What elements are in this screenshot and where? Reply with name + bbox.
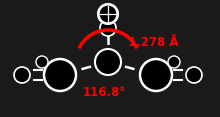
Circle shape [168,56,180,68]
Circle shape [140,59,172,91]
Circle shape [186,67,202,83]
Text: 1.278 Å: 1.278 Å [128,35,178,49]
Circle shape [14,67,30,83]
Circle shape [100,20,116,36]
Circle shape [98,4,118,24]
Circle shape [44,59,76,91]
Text: 116.8°: 116.8° [83,86,126,99]
Circle shape [36,56,48,68]
Circle shape [95,49,121,75]
